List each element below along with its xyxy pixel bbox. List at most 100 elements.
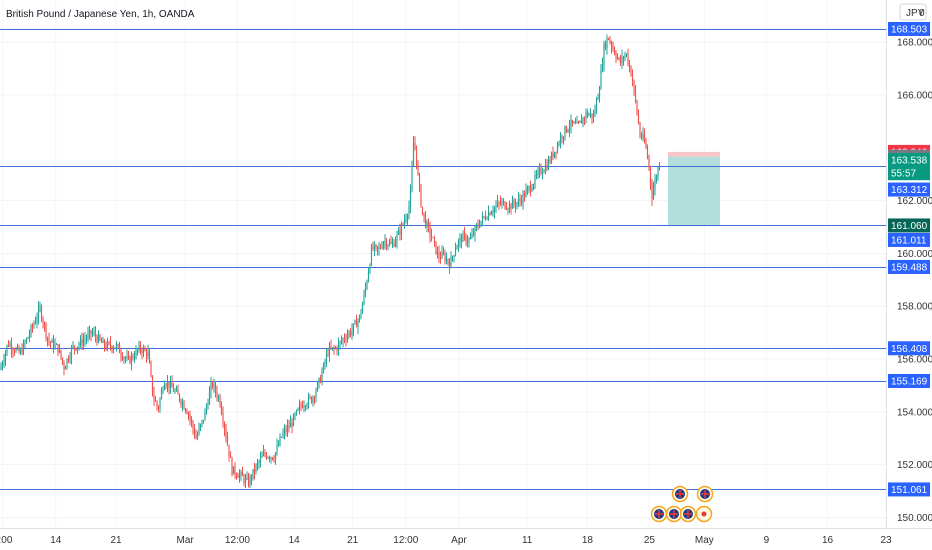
candle-body xyxy=(430,235,433,238)
candle-body xyxy=(651,183,653,199)
candle-body xyxy=(436,252,439,254)
candle-body xyxy=(171,382,173,388)
candle-body xyxy=(78,344,80,347)
price-tag-label: 161.060 xyxy=(891,221,928,232)
time-axis[interactable]: 2:00 14 21 Mar 12:00 14 21 12:00 Apr 11 18 25 May 9 16… xyxy=(0,535,892,546)
candle-body xyxy=(646,148,649,157)
candle-body xyxy=(469,237,472,239)
candle-body xyxy=(282,433,284,438)
candle-body xyxy=(76,346,79,350)
candle-body xyxy=(477,225,479,227)
candle-body xyxy=(373,244,376,249)
economic-events[interactable] xyxy=(650,485,714,523)
event-marker[interactable] xyxy=(671,485,689,503)
candle-body xyxy=(67,358,70,361)
candle-body xyxy=(115,344,118,348)
candle-body xyxy=(355,320,358,328)
candle-body xyxy=(487,212,490,219)
candle-body xyxy=(234,466,236,475)
x-tick-label: 14 xyxy=(50,535,62,546)
candle-body xyxy=(22,342,25,354)
event-marker[interactable] xyxy=(695,505,713,523)
candle-body xyxy=(381,247,383,249)
candle-body xyxy=(598,89,601,97)
candle-body xyxy=(235,474,238,477)
candle-body xyxy=(414,143,416,146)
candle-body xyxy=(547,160,550,170)
candle-body xyxy=(346,335,349,340)
candle-body xyxy=(565,126,568,132)
x-tick-label: 25 xyxy=(644,535,656,546)
event-marker[interactable] xyxy=(665,505,683,523)
price-axis[interactable]: 150.000 152.000 154.000 156.000 158.000 160.0… xyxy=(897,38,932,524)
price-tag-label: 151.061 xyxy=(891,485,928,496)
candle-body xyxy=(159,398,161,409)
candle-body xyxy=(304,406,307,408)
candle-body xyxy=(526,187,529,191)
candle-body xyxy=(157,406,160,409)
candle-body xyxy=(156,401,158,407)
candle-body xyxy=(124,357,127,359)
candle-body xyxy=(450,257,452,268)
candle-body xyxy=(247,477,250,486)
y-tick-label: 156.000 xyxy=(897,355,932,366)
candle-body xyxy=(607,38,610,40)
candle-body xyxy=(27,337,29,339)
candle-body xyxy=(220,405,223,414)
candle-body xyxy=(231,457,233,475)
candle-body xyxy=(310,397,313,403)
price-tag-label: 159.488 xyxy=(891,262,928,273)
candle-body xyxy=(301,406,304,408)
candle-body xyxy=(21,350,23,354)
candle-body xyxy=(55,344,58,346)
x-tick-label: Mar xyxy=(177,535,195,546)
position-zones xyxy=(668,151,720,226)
x-tick-label: May xyxy=(695,535,714,546)
candle-body xyxy=(496,202,499,206)
candle-body xyxy=(184,409,187,412)
candle-body xyxy=(303,406,305,408)
candle-body xyxy=(523,193,526,198)
candle-body xyxy=(559,136,562,144)
candle-body xyxy=(363,293,365,304)
event-marker[interactable] xyxy=(679,505,697,523)
candle-body xyxy=(507,209,509,210)
price-tag: 161.011 xyxy=(888,232,930,247)
candle-body xyxy=(205,406,208,411)
price-tag-bg xyxy=(888,232,930,247)
candle-body xyxy=(456,246,458,250)
candle-body xyxy=(193,428,196,436)
price-tag-bg xyxy=(888,259,930,274)
candle-body xyxy=(600,69,602,90)
candle-body xyxy=(102,340,104,343)
candle-body xyxy=(219,396,221,406)
x-tick-label: 16 xyxy=(822,535,834,546)
candle-body xyxy=(52,340,55,349)
candle-body xyxy=(402,224,404,226)
candle-body xyxy=(81,339,83,345)
candle-body xyxy=(625,53,628,55)
candle-body xyxy=(366,281,368,288)
candle-body xyxy=(388,242,391,246)
candle-body xyxy=(33,323,35,327)
candle-body xyxy=(31,326,34,327)
candle-body xyxy=(556,144,559,153)
candle-body xyxy=(178,394,181,401)
event-marker[interactable] xyxy=(696,485,714,503)
candle-body xyxy=(400,224,403,235)
candle-body xyxy=(39,306,41,309)
candle-body xyxy=(295,410,298,415)
candle-body xyxy=(517,198,520,203)
candle-body xyxy=(180,400,182,405)
candle-body xyxy=(289,422,292,428)
candle-body xyxy=(229,456,232,458)
candle-body xyxy=(58,350,61,353)
currency-button[interactable]: JPY xyxy=(899,3,927,21)
event-marker[interactable] xyxy=(650,505,668,523)
candle-body xyxy=(13,351,16,352)
candle-body xyxy=(442,252,445,254)
candle-body xyxy=(30,326,32,335)
candle-body xyxy=(45,324,47,338)
candle-body xyxy=(225,429,227,439)
